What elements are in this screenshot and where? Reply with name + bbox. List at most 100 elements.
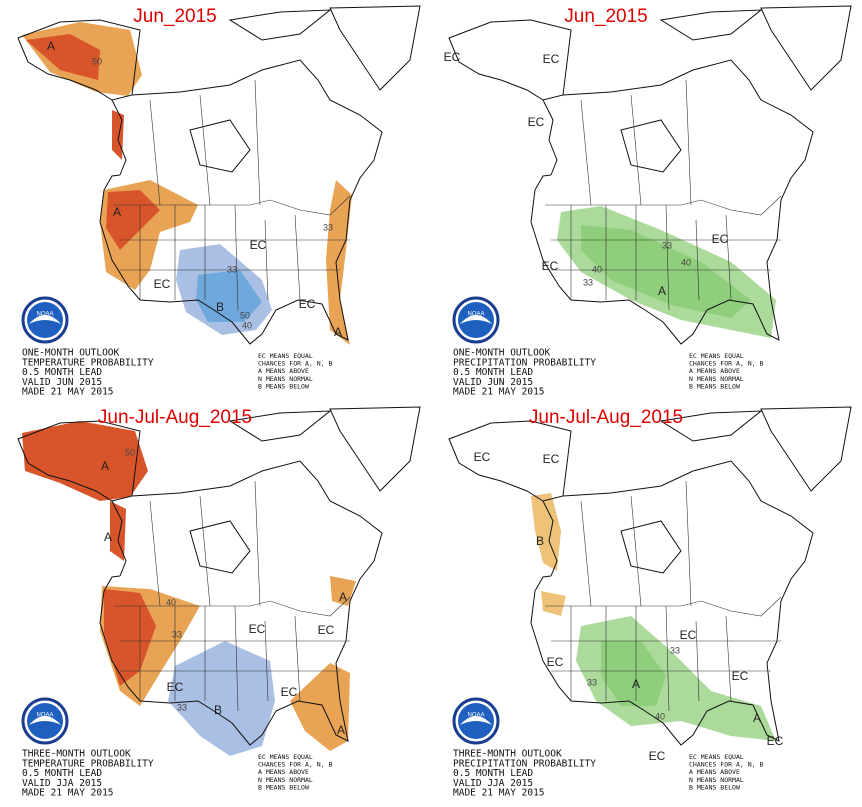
map-label: EC — [474, 450, 491, 464]
caption-line: PRECIPITATION PROBABILITY — [453, 357, 596, 368]
map-label: EC — [649, 749, 666, 763]
panel: Jun_2015 A50A33EC33ECB5040ECANOAAONE-MON… — [17, 5, 421, 398]
panel: Jun_2015 EC EC EC EC EC 33 40 40 33 A NOAA ONE-MONT… — [444, 5, 852, 398]
map-label: EC — [250, 238, 267, 252]
panel-title: Jun-Jul-Aug_2015 — [98, 407, 252, 428]
shade-above-strong — [581, 225, 751, 318]
map-label: A — [47, 39, 55, 53]
caption-line: 0.5 MONTH LEAD — [453, 367, 533, 378]
logo-bird — [460, 716, 492, 725]
legend-line: EC MEANS EQUAL — [258, 352, 313, 360]
caption-line: VALID JJA 2015 — [453, 778, 533, 789]
map-label: B — [216, 300, 224, 314]
map-label: EC — [547, 655, 564, 669]
logo-bird — [460, 315, 492, 324]
map-label: B — [536, 534, 544, 548]
legend-line: B MEANS BELOW — [258, 382, 309, 390]
map-label: A — [104, 530, 112, 544]
map-label: EC — [249, 622, 266, 636]
legend-line: B MEANS BELOW — [689, 382, 740, 390]
legend-line: B MEANS BELOW — [689, 783, 740, 791]
legend-line: N MEANS NORMAL — [258, 776, 313, 784]
shade-above — [326, 180, 352, 345]
map-label: 40 — [655, 711, 665, 721]
panel: Jun-Jul-Aug_2015 A 50 A 40 33 EC A EC EC B 33 EC A NO… — [17, 406, 421, 799]
map-label: EC — [767, 734, 784, 748]
shade-above-strong — [110, 501, 126, 561]
legend-line: CHANCES FOR A, N, B — [689, 360, 763, 368]
caption-line: VALID JUN 2015 — [453, 377, 533, 388]
map-label: 33 — [177, 702, 187, 712]
legend-line: CHANCES FOR A, N, B — [689, 761, 763, 769]
caption-line: THREE-MONTH OUTLOOK — [453, 749, 562, 760]
panel-title: Jun_2015 — [133, 6, 216, 27]
legend-line: EC MEANS EQUAL — [258, 753, 313, 761]
map-label: EC — [542, 259, 559, 273]
caption-line: TEMPERATURE PROBABILITY — [22, 357, 154, 368]
map-label: 33 — [323, 222, 333, 232]
shade-above-strong — [112, 110, 124, 160]
map-label: EC — [712, 232, 729, 246]
map-label: 33 — [587, 677, 597, 687]
shade-above — [330, 576, 356, 606]
logo-bird — [29, 315, 61, 324]
map-label: EC — [281, 685, 298, 699]
map-label: 50 — [240, 310, 250, 320]
map-label: 40 — [681, 257, 691, 267]
shade-above-strong — [104, 589, 156, 686]
map-label: 33 — [670, 645, 680, 655]
logo-bird — [29, 716, 61, 725]
legend-line: B MEANS BELOW — [258, 783, 309, 791]
panel-title: Jun-Jul-Aug_2015 — [529, 407, 683, 428]
logo-text: NOAA — [36, 312, 53, 318]
map-label: A — [334, 325, 342, 339]
map-label: 33 — [227, 264, 237, 274]
caption-line: VALID JJA 2015 — [22, 778, 102, 789]
map-label: EC — [318, 623, 335, 637]
map-label: A — [113, 205, 121, 219]
logo-text: NOAA — [467, 713, 484, 719]
map-label: EC — [167, 680, 184, 694]
map-label: 33 — [662, 240, 672, 250]
legend-line: N MEANS NORMAL — [689, 776, 744, 784]
map-label: EC — [444, 50, 461, 64]
caption-line: ONE-MONTH OUTLOOK — [22, 348, 120, 359]
shade-below — [168, 641, 275, 756]
caption-line: VALID JUN 2015 — [22, 377, 102, 388]
shade-above-strong — [22, 421, 148, 501]
map-label: EC — [543, 452, 560, 466]
map-label: 50 — [125, 447, 135, 457]
caption-line: PRECIPITATION PROBABILITY — [453, 758, 596, 769]
map-label: 33 — [583, 277, 593, 287]
caption-line: 0.5 MONTH LEAD — [22, 367, 102, 378]
legend-line: A MEANS ABOVE — [689, 768, 740, 776]
caption-line: 0.5 MONTH LEAD — [22, 768, 102, 779]
shade-above — [290, 663, 350, 751]
map-label: 40 — [166, 597, 176, 607]
caption-line: MADE 21 MAY 2015 — [22, 788, 114, 799]
shade-above-strong — [26, 34, 100, 80]
caption-line: ONE-MONTH OUTLOOK — [453, 348, 551, 359]
shade-above-strong — [601, 641, 666, 706]
map-label: A — [753, 711, 761, 725]
map-label: B — [214, 703, 222, 717]
map-label: EC — [154, 277, 171, 291]
legend-line: EC MEANS EQUAL — [689, 753, 744, 761]
map-label: A — [632, 677, 640, 691]
map-label: EC — [680, 628, 697, 642]
caption-line: THREE-MONTH OUTLOOK — [22, 749, 131, 760]
legend-line: A MEANS ABOVE — [689, 367, 740, 375]
legend-line: CHANCES FOR A, N, B — [258, 761, 332, 769]
legend-line: CHANCES FOR A, N, B — [258, 360, 332, 368]
legend-line: A MEANS ABOVE — [258, 367, 309, 375]
map-label: EC — [299, 297, 316, 311]
panel-title: Jun_2015 — [564, 6, 647, 27]
caption-line: 0.5 MONTH LEAD — [453, 768, 533, 779]
map-label: 33 — [172, 629, 182, 639]
map-label: 50 — [92, 56, 102, 66]
map-label: 40 — [592, 264, 602, 274]
legend-line: N MEANS NORMAL — [258, 375, 313, 383]
caption-line: MADE 21 MAY 2015 — [453, 788, 545, 799]
